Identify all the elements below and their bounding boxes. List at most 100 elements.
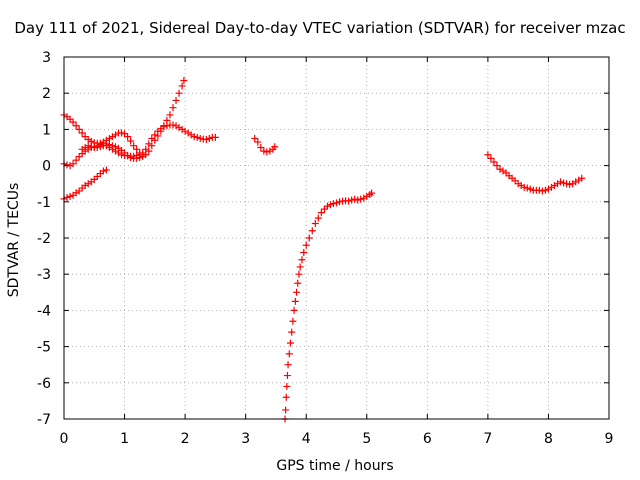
data-point: [541, 186, 549, 194]
y-tick-label: 2: [42, 86, 51, 102]
data-point: [535, 186, 543, 194]
x-tick-labels: 0 1 2 3 4 5 6 7 8 9: [60, 431, 614, 447]
data-point: [72, 122, 80, 130]
data-point: [151, 131, 159, 139]
data-point: [296, 263, 304, 271]
data-point: [323, 202, 331, 210]
data-point: [75, 125, 83, 133]
x-tick-label: 1: [120, 431, 129, 447]
data-point: [96, 143, 104, 151]
x-tick-label: 2: [181, 431, 190, 447]
data-point: [557, 178, 565, 186]
y-tick-label: -3: [37, 267, 51, 283]
y-tick-labels: -7 -6 -5 -4 -3 -2 -1 0 1 2 3: [37, 50, 51, 428]
series-arc-4: [60, 166, 110, 203]
data-point: [254, 138, 262, 146]
data-point: [257, 144, 265, 151]
series-arc-5: [251, 134, 279, 156]
data-point: [566, 180, 574, 188]
data-point: [190, 133, 198, 141]
data-point: [357, 195, 365, 203]
data-point: [148, 134, 156, 142]
data-point: [180, 77, 188, 85]
data-point: [305, 234, 313, 242]
data-point: [490, 158, 498, 166]
data-point: [118, 129, 126, 137]
y-tick-label: 3: [42, 50, 51, 66]
data-point: [78, 129, 86, 137]
data-point: [282, 393, 290, 401]
data-point: [260, 147, 268, 155]
y-tick-label: -7: [37, 412, 51, 428]
data-point: [351, 195, 359, 203]
data-point: [169, 121, 177, 129]
data-point: [127, 137, 135, 145]
series-arc-3: [78, 121, 219, 160]
data-point: [130, 142, 138, 150]
data-point: [288, 328, 296, 336]
y-tick-label: -2: [37, 231, 51, 247]
data-point: [520, 183, 528, 191]
series-arc-1: [60, 111, 147, 159]
data-point: [295, 270, 303, 278]
data-point: [333, 199, 340, 207]
x-axis-label: GPS time / hours: [276, 458, 393, 474]
data-point: [93, 144, 101, 151]
data-point: [523, 184, 531, 192]
series-arc-6: [281, 189, 376, 423]
data-point: [290, 306, 298, 314]
data-point: [302, 241, 310, 249]
data-point: [311, 220, 319, 228]
data-point: [285, 350, 293, 358]
data-point: [286, 339, 294, 347]
data-points: [60, 77, 586, 423]
data-point: [368, 189, 376, 197]
y-tick-label: -4: [37, 303, 51, 319]
data-point: [133, 145, 141, 153]
data-point: [196, 134, 204, 142]
data-point: [163, 122, 171, 130]
data-point: [329, 200, 337, 208]
chart-title: Day 111 of 2021, Sidereal Day-to-day VTE…: [14, 19, 625, 37]
data-point: [69, 118, 77, 126]
data-point: [289, 317, 297, 325]
data-point: [66, 192, 74, 200]
y-tick-label: -6: [37, 376, 51, 392]
x-tick-label: 3: [241, 431, 250, 447]
data-point: [487, 154, 495, 162]
data-point: [294, 279, 302, 287]
data-point: [326, 201, 334, 209]
data-point: [493, 162, 501, 170]
data-point: [211, 133, 219, 141]
data-point: [298, 256, 306, 264]
x-tick-label: 0: [60, 431, 69, 447]
data-point: [139, 149, 147, 157]
data-point: [145, 140, 153, 148]
data-point: [354, 196, 362, 204]
data-point: [166, 111, 174, 119]
data-point: [308, 227, 316, 235]
data-point: [193, 133, 201, 141]
data-point: [142, 145, 150, 153]
data-point: [72, 156, 80, 164]
data-point: [130, 152, 138, 160]
data-point: [87, 143, 95, 151]
data-point: [102, 166, 110, 174]
data-point: [271, 143, 279, 151]
x-tick-label: 6: [423, 431, 432, 447]
data-point: [69, 160, 77, 168]
data-point: [283, 372, 291, 380]
x-tick-label: 4: [302, 431, 311, 447]
data-point: [526, 185, 534, 193]
data-point: [251, 134, 259, 142]
series-arc-7: [484, 151, 586, 195]
data-point: [263, 148, 271, 156]
data-point: [133, 151, 141, 159]
data-point: [293, 288, 301, 296]
data-point: [300, 248, 308, 256]
data-point: [317, 209, 325, 217]
y-tick-label: 1: [42, 122, 51, 138]
data-point: [160, 123, 168, 131]
data-point: [169, 104, 177, 112]
